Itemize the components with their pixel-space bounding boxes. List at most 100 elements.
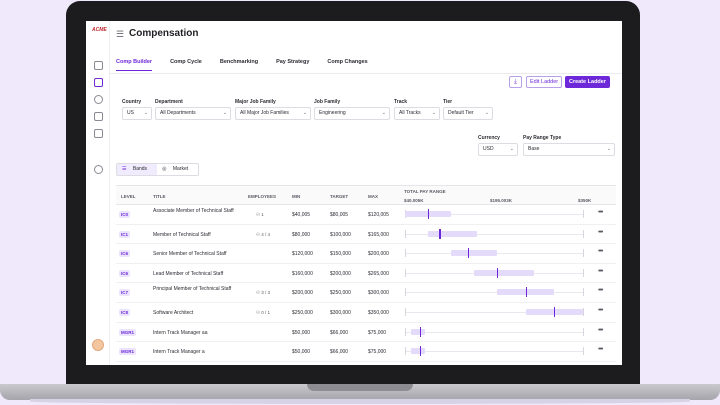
chevron-down-icon: ⌄ — [381, 110, 386, 116]
track-select[interactable]: All Tracks ⌄ — [394, 107, 440, 120]
user-icon[interactable] — [94, 95, 103, 104]
filter-value: Default Tier — [448, 110, 474, 116]
tab-comp-cycle[interactable]: Comp Cycle — [170, 59, 202, 65]
min-value: $250,000 — [292, 309, 313, 316]
range-track-end — [405, 347, 406, 356]
employee-count-value: 4 / 4 — [261, 231, 271, 237]
level-badge: MGR1 — [119, 348, 137, 356]
home-icon[interactable] — [94, 61, 103, 70]
employee-count: ⚇ 1 — [256, 212, 264, 218]
pay-bands-table: LEVEL TITLE EMPLOYEES MIN TARGET MAX TOT… — [116, 185, 616, 365]
range-track-end — [405, 268, 406, 277]
table-row[interactable]: IC6 Senior Member of Technical Staff $120,… — [116, 244, 616, 264]
target-value: $250,000 — [330, 290, 351, 297]
max-value: $300,000 — [368, 290, 389, 297]
download-icon: ⤓ — [514, 79, 517, 85]
calendar-icon[interactable] — [94, 112, 103, 121]
create-ladder-button[interactable]: Create Ladder — [565, 76, 610, 88]
job-family-select[interactable]: Engineering ⌄ — [314, 107, 390, 120]
filter-label: Country — [122, 99, 142, 105]
range-axis-min-label: $40.005K — [404, 198, 424, 203]
row-menu-icon[interactable]: ••• — [598, 287, 603, 295]
market-toggle[interactable]: ◎ Market — [157, 164, 198, 175]
pay-band-bar[interactable] — [473, 269, 535, 276]
pay-band-bar[interactable] — [410, 348, 426, 355]
level-badge: IC8 — [119, 308, 131, 316]
column-header-title: TITLE — [153, 194, 166, 199]
job-title: Member of Technical Staff — [153, 231, 211, 238]
target-marker — [419, 326, 422, 337]
row-menu-icon[interactable]: ••• — [598, 326, 603, 334]
bands-toggle[interactable]: ☰ Bands — [117, 164, 158, 175]
row-menu-icon[interactable]: ••• — [598, 228, 603, 236]
range-track-end — [405, 249, 406, 258]
target-marker — [439, 228, 441, 239]
chart-icon[interactable] — [94, 129, 103, 138]
table-row[interactable]: MGRCJunior Track Manager$100,000$140,000… — [116, 362, 616, 365]
pay-band-bar[interactable] — [496, 289, 555, 296]
row-menu-icon[interactable]: ••• — [598, 346, 603, 354]
tier-select[interactable]: Default Tier ⌄ — [443, 107, 493, 120]
filter-label: Department — [155, 99, 183, 105]
employee-count-value: 0 / 1 — [261, 309, 271, 315]
download-button[interactable]: ⤓ — [509, 76, 522, 88]
filter-value: All Tracks — [399, 110, 421, 116]
table-row[interactable]: IC7 Principal Member of Technical Staff ⚇ … — [116, 283, 616, 303]
settings-icon[interactable] — [94, 165, 103, 174]
min-value: $200,000 — [292, 290, 313, 297]
table-row[interactable]: IC6 Lead Member of Technical Staff $160,00… — [116, 264, 616, 284]
row-menu-icon[interactable]: ••• — [598, 267, 603, 275]
level-badge: IC1 — [119, 230, 131, 238]
department-select[interactable]: All Departments ⌄ — [155, 107, 231, 120]
avatar[interactable] — [92, 339, 104, 351]
row-menu-icon[interactable]: ••• — [598, 306, 603, 314]
target-value: $300,000 — [330, 309, 351, 316]
ladder-icon[interactable] — [94, 78, 103, 87]
level-badge: IC7 — [119, 289, 131, 297]
tab-benchmarking[interactable]: Benchmarking — [219, 59, 259, 65]
employee-count: ⚇ 4 / 4 — [256, 232, 270, 238]
toggle-label: Bands — [132, 166, 148, 172]
range-track-end — [583, 210, 584, 218]
max-value: $265,000 — [368, 270, 389, 277]
pay-band-bar[interactable] — [427, 230, 477, 237]
row-menu-icon[interactable]: ••• — [598, 209, 603, 216]
tab-pay-strategy[interactable]: Pay Strategy — [276, 59, 310, 65]
sidebar: ACME — [86, 21, 110, 365]
filter-label: Major Job Family — [235, 99, 276, 105]
table-row[interactable]: IC8 Software Architect ⚇ 0 / 1 $250,000 $300… — [116, 303, 616, 323]
currency-select[interactable]: USD ⌄ — [478, 143, 518, 156]
major-job-family-select[interactable]: All Major Job Families ⌄ — [235, 107, 311, 120]
chevron-down-icon: ⌄ — [302, 110, 307, 116]
tab-comp-builder[interactable]: Comp Builder — [116, 59, 153, 71]
major-job-family-filter: Major Job Family All Major Job Families ⌄ — [235, 99, 311, 120]
range-track-end — [583, 307, 584, 316]
range-track — [405, 351, 583, 353]
level-badge: IC6 — [119, 250, 131, 258]
filter-label: Pay Range Type — [523, 135, 562, 141]
tab-comp-changes[interactable]: Comp Changes — [327, 59, 368, 65]
filter-value: US — [127, 110, 134, 116]
menu-icon[interactable]: ☰ — [116, 29, 125, 39]
table-row[interactable]: MGR1 Intern Track Manager a $50,000 $66,000… — [116, 342, 616, 362]
max-value: $75,000 — [368, 329, 387, 336]
chevron-down-icon: ⌄ — [484, 110, 489, 116]
people-icon: ⚇ — [256, 290, 262, 296]
pay-band-bar[interactable] — [410, 328, 426, 335]
range-track-end — [405, 307, 406, 316]
country-select[interactable]: US ⌄ — [122, 107, 152, 120]
job-title: Senior Member of Technical Staff — [153, 251, 227, 258]
edit-ladder-button[interactable]: Edit Ladder — [526, 76, 563, 88]
app-screen: ACME ☰ Compensation Comp Builder Comp Cy… — [86, 21, 622, 365]
row-menu-icon[interactable]: ••• — [598, 248, 603, 256]
range-axis-mid-label: $195.003K — [490, 198, 513, 203]
table-row[interactable]: IC0 Associate Member of Technical Staff ⚇ … — [116, 205, 616, 225]
toggle-label: Market — [172, 166, 189, 172]
table-row[interactable]: MGR1 Intern Track Manager aa $50,000 $66,00… — [116, 323, 616, 343]
chevron-down-icon: ⌄ — [143, 110, 148, 116]
range-track — [405, 233, 583, 235]
column-header-employees: EMPLOYEES — [248, 194, 277, 199]
pay-band-bar[interactable] — [450, 250, 497, 257]
pay-range-type-select[interactable]: Base ⌄ — [523, 143, 615, 156]
table-row[interactable]: IC1 Member of Technical Staff ⚇ 4 / 4 $80,0… — [116, 225, 616, 245]
